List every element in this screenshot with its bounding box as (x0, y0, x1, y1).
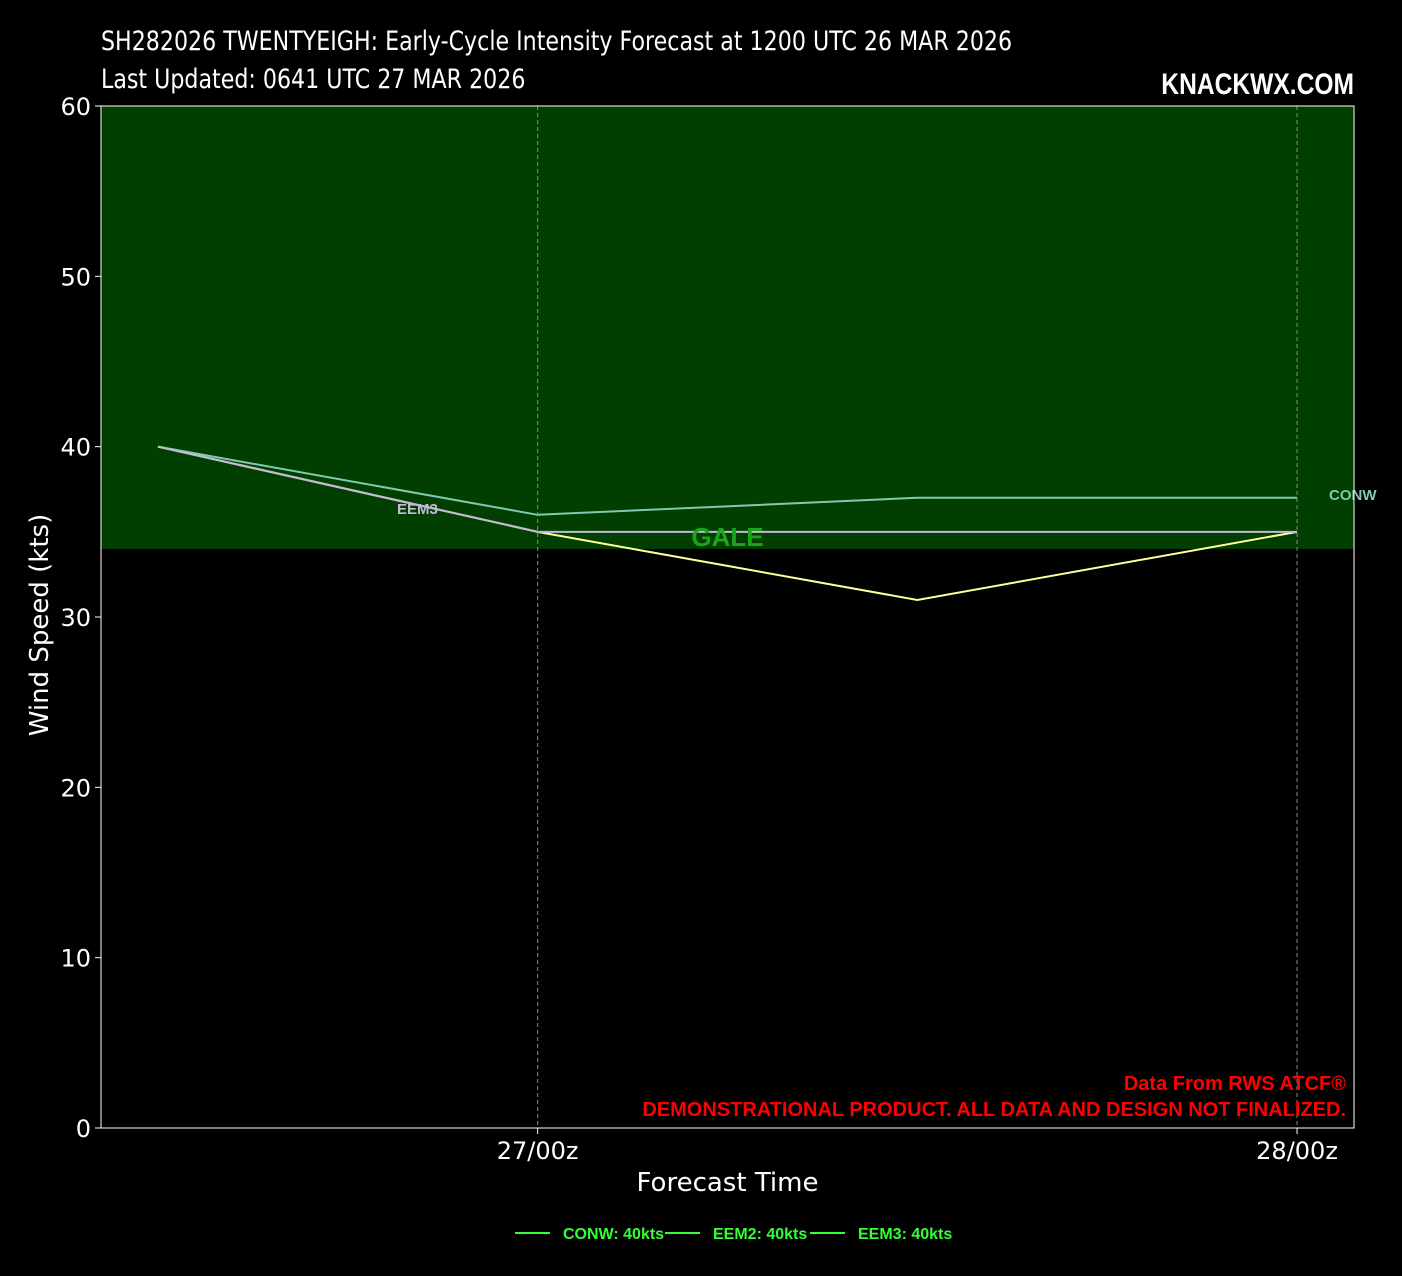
y-tick-label: 10 (60, 945, 91, 973)
x-tick-label: 27/00z (497, 1137, 579, 1165)
x-gridlines (537, 106, 1298, 1128)
series-mid-label-eem3: EEM3 (397, 501, 438, 518)
brand-logo-text: KNACKWX.COM (1161, 68, 1354, 101)
y-tick-label: 20 (60, 774, 91, 802)
gale-band (101, 106, 1354, 549)
y-tick-label: 40 (60, 434, 91, 462)
data-source-credit: Data From RWS ATCF® (1124, 1073, 1346, 1095)
x-axis-title: Forecast Time (637, 1168, 819, 1198)
legend: CONW: 40kts EEM2: 40kts EEM3: 40kts (515, 1226, 952, 1243)
legend-entry: EEM3: 40kts (858, 1226, 952, 1243)
series-line-eem3 (157, 445, 1298, 533)
series-line-conw (157, 445, 1298, 516)
legend-entry: EEM2: 40kts (713, 1226, 807, 1243)
series-end-label-conw: CONW (1329, 487, 1377, 504)
demo-disclaimer: DEMONSTRATIONAL PRODUCT. ALL DATA AND DE… (642, 1099, 1346, 1121)
x-axis: 27/00z 28/00z (497, 1128, 1338, 1165)
y-tick-label: 50 (60, 263, 91, 291)
last-updated: Last Updated: 0641 UTC 27 MAR 2026 (101, 64, 526, 95)
y-axis: 0 10 20 30 40 50 60 (60, 93, 101, 1143)
series-lines (157, 445, 1298, 601)
gale-label: GALE (691, 522, 763, 552)
y-axis-title: Wind Speed (kts) (25, 514, 55, 736)
chart-title: SH282026 TWENTYEIGH: Early-Cycle Intensi… (101, 26, 1013, 57)
y-tick-label: 60 (60, 93, 91, 121)
y-tick-label: 0 (76, 1115, 91, 1143)
y-tick-label: 30 (60, 604, 91, 632)
x-tick-label: 28/00z (1256, 1137, 1338, 1165)
legend-entry: CONW: 40kts (563, 1226, 664, 1243)
